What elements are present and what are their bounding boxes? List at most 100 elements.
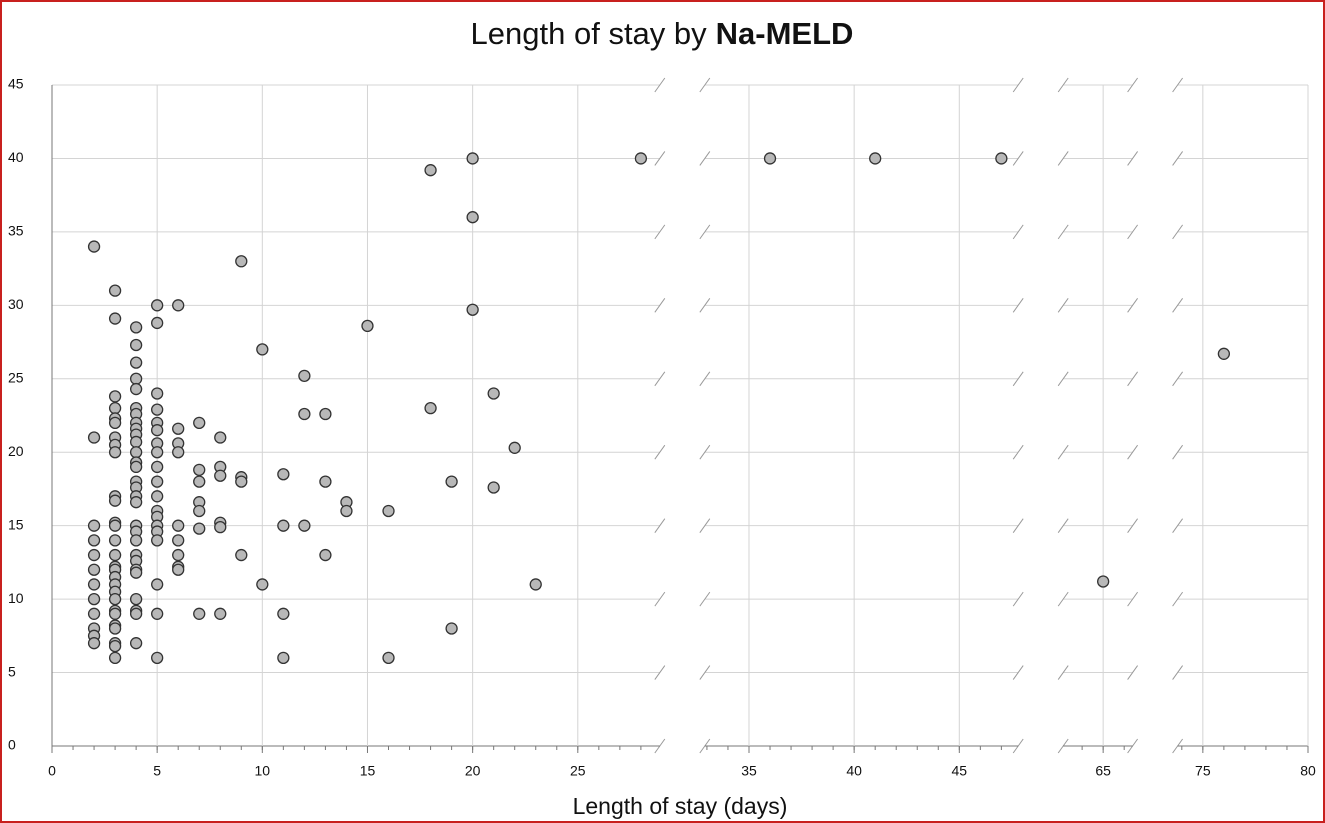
point [193, 416, 206, 429]
point [235, 475, 248, 488]
y-tick-label: 45 [8, 76, 24, 92]
break-mark [1172, 151, 1184, 166]
point [193, 463, 206, 476]
break-mark [699, 77, 711, 93]
point [151, 490, 164, 503]
point [87, 431, 101, 444]
break-mark [654, 298, 666, 313]
point [129, 534, 143, 547]
point [1217, 347, 1231, 360]
point [214, 520, 227, 534]
point [151, 424, 164, 437]
point [193, 504, 206, 518]
x-tick-label: 40 [846, 763, 862, 779]
break-mark [1172, 371, 1184, 387]
point [382, 504, 395, 518]
point [108, 519, 122, 532]
break-mark [1127, 665, 1139, 680]
point [763, 152, 777, 165]
point [108, 402, 122, 415]
break-mark [1172, 224, 1184, 240]
x-tick-label: 25 [570, 763, 586, 779]
point [193, 607, 206, 620]
x-tick-label: 5 [153, 763, 161, 779]
point [108, 534, 122, 547]
break-mark [699, 518, 711, 533]
point [87, 548, 101, 562]
point [108, 592, 122, 606]
point [172, 422, 185, 435]
point [214, 469, 227, 482]
point [172, 299, 185, 312]
point [129, 496, 143, 509]
break-mark [1012, 224, 1024, 240]
point [151, 446, 164, 459]
y-tick-label: 40 [8, 149, 24, 165]
point [487, 481, 500, 494]
x-tick-label: 75 [1195, 763, 1211, 779]
point [193, 475, 206, 488]
break-mark [1172, 298, 1184, 313]
point [87, 578, 101, 591]
y-tick-label: 25 [8, 369, 24, 385]
point [129, 637, 143, 650]
point [172, 563, 185, 576]
point [151, 299, 164, 312]
break-mark [654, 151, 666, 166]
point [87, 637, 101, 650]
x-tick-label: 65 [1095, 763, 1111, 779]
point [487, 387, 500, 400]
point [87, 519, 101, 532]
break-mark [654, 591, 666, 607]
point [151, 460, 164, 474]
point [108, 622, 122, 635]
break-mark [699, 371, 711, 387]
break-mark [1172, 665, 1184, 680]
break-mark [699, 665, 711, 680]
point [529, 578, 542, 591]
x-tick-label: 45 [952, 763, 968, 779]
point [129, 382, 143, 396]
break-mark [1012, 665, 1024, 680]
point [445, 622, 458, 635]
break-mark [699, 151, 711, 166]
break-mark [699, 224, 711, 240]
point [151, 316, 164, 330]
point [108, 548, 122, 562]
point [108, 651, 122, 665]
break-mark [1172, 444, 1184, 460]
point [319, 548, 332, 562]
point [340, 504, 353, 518]
point [172, 446, 185, 459]
break-mark [1057, 665, 1069, 680]
point [466, 211, 479, 224]
point [445, 475, 458, 488]
point [151, 387, 164, 400]
break-mark [1057, 591, 1069, 607]
break-mark [1057, 224, 1069, 240]
point [214, 607, 227, 620]
break-mark [654, 444, 666, 460]
point [172, 534, 185, 547]
title-bold: Na-MELD [716, 16, 854, 51]
y-tick-label: 15 [8, 516, 24, 532]
x-tick-label: 20 [465, 763, 481, 779]
x-tick-label: 10 [255, 763, 271, 779]
point [108, 390, 122, 403]
point [466, 152, 479, 165]
break-mark [1127, 298, 1139, 313]
point [87, 592, 101, 606]
break-mark [1057, 298, 1069, 313]
y-tick-label: 0 [8, 737, 16, 753]
y-tick-label: 30 [8, 296, 24, 312]
point [298, 407, 311, 421]
point [361, 319, 374, 333]
break-mark [1127, 151, 1139, 166]
point [319, 407, 332, 421]
y-tick-label: 5 [8, 663, 16, 679]
point [108, 416, 122, 429]
point [869, 152, 882, 165]
point [235, 255, 248, 268]
point [129, 446, 143, 459]
